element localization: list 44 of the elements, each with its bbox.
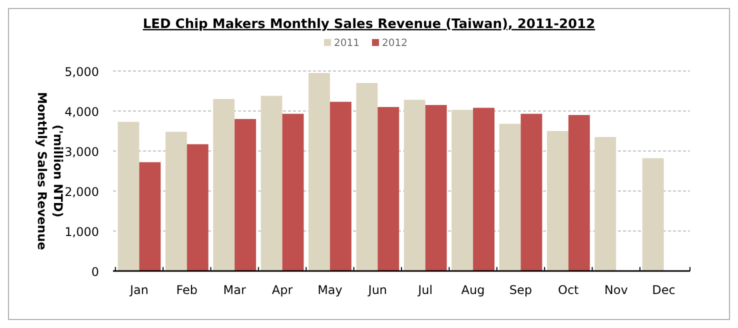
x-tick-label: Jan (128, 283, 148, 297)
chart-title: LED Chip Makers Monthly Sales Revenue (Taiwan), 2011-2012 (142, 17, 596, 32)
bar (520, 114, 542, 271)
x-tick-label: Sep (509, 283, 532, 297)
bar (568, 115, 590, 271)
y-tick-label: 0 (91, 265, 99, 279)
x-tick-label: Jul (417, 283, 433, 297)
x-tick-label: Nov (604, 283, 628, 297)
y-tick-label: 4,000 (64, 105, 99, 119)
y-tick-label: 1,000 (64, 225, 99, 239)
bar (186, 144, 208, 271)
bar (330, 102, 352, 271)
bar (213, 99, 235, 271)
bar (546, 131, 568, 271)
bar (356, 83, 378, 271)
bar (234, 119, 256, 271)
bar (118, 122, 140, 271)
bar (404, 100, 426, 271)
y-tick-label: 2,000 (64, 185, 99, 199)
x-tick-label: Oct (558, 283, 580, 297)
x-tick-label: May (318, 283, 342, 297)
bar (165, 132, 187, 271)
x-tick-label: Jun (367, 283, 388, 297)
y-axis-title: Monthly Sales Revenue ('million NTD) (35, 92, 65, 250)
x-tick-label: Mar (223, 283, 246, 297)
bar (308, 73, 330, 271)
bar (378, 107, 400, 271)
bar (473, 108, 494, 271)
legend-label: 2011 (334, 38, 360, 49)
x-tick-label: Feb (176, 283, 198, 297)
bar (260, 96, 282, 271)
y-tick-label: 5,000 (64, 65, 99, 79)
bar (499, 124, 521, 271)
x-tick-label: Aug (461, 283, 485, 297)
y-tick-label: 3,000 (64, 145, 99, 159)
x-tick-label: Apr (272, 283, 293, 297)
bar (452, 110, 474, 271)
legend-label: 2012 (382, 38, 408, 49)
bar (642, 158, 664, 271)
bar (425, 105, 447, 271)
x-tick-label: Dec (652, 283, 676, 297)
bar (594, 137, 616, 271)
bar (282, 114, 304, 271)
bar (139, 162, 161, 271)
